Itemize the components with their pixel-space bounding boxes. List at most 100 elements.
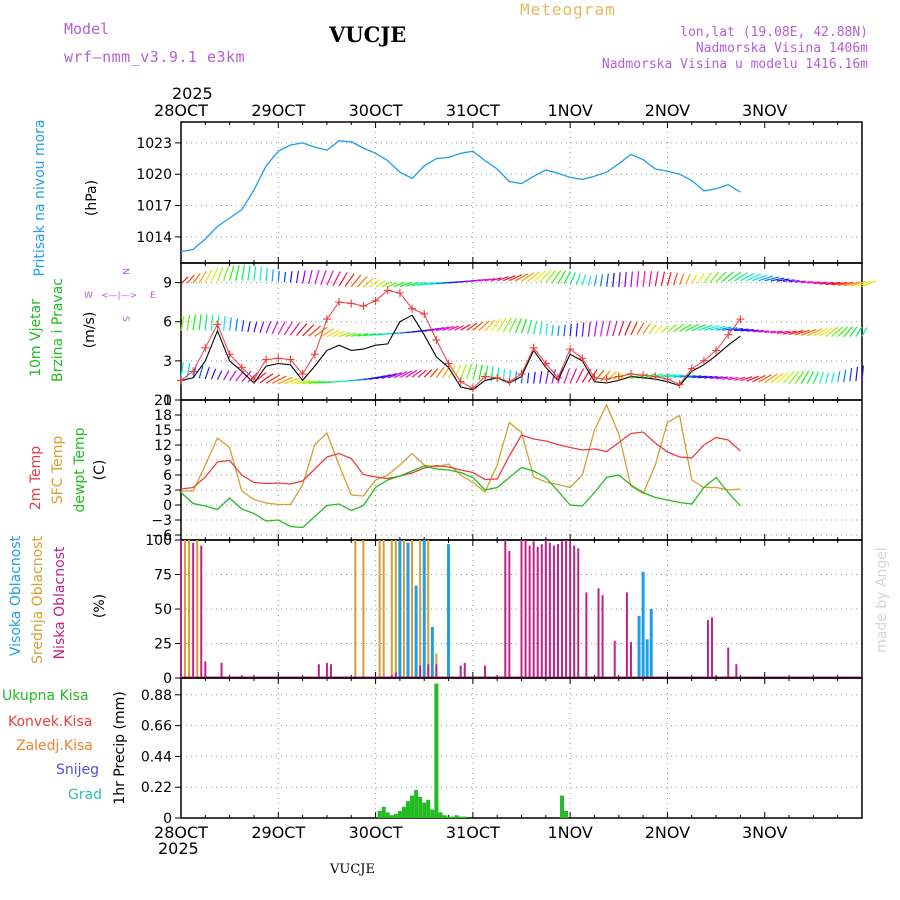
cloud-low-bar xyxy=(573,545,576,678)
wind-vector xyxy=(411,369,422,378)
wind-gust-marker xyxy=(505,377,514,386)
cloud-high-bar xyxy=(422,540,426,678)
wind-vector xyxy=(241,265,246,281)
cloud-low-bar xyxy=(532,541,535,678)
wind-vector xyxy=(599,274,604,287)
wind-gust-marker xyxy=(249,375,258,384)
date-label-top: 31OCT xyxy=(446,101,500,120)
precip-ytick-label: 0 xyxy=(163,811,172,827)
wind-vector xyxy=(496,318,507,332)
precip-bar xyxy=(401,806,406,818)
wind-vector xyxy=(277,270,280,282)
wind-vector xyxy=(283,321,294,336)
wind-vector xyxy=(545,323,549,336)
cloud-low-bar xyxy=(577,548,580,678)
wind-gust-marker xyxy=(335,298,344,307)
cloud-low-bar xyxy=(325,662,328,678)
wind-vector xyxy=(843,281,860,287)
date-label-bottom: 28OCT xyxy=(154,823,208,842)
precip-bar xyxy=(377,811,382,818)
wind-vector xyxy=(654,271,659,287)
precip-legend-zaledj: Zaledj.Kisa xyxy=(16,738,93,754)
temp-ytick-label: 21 xyxy=(154,393,172,409)
temp-ytick-label: 15 xyxy=(154,423,172,439)
wind-vector xyxy=(509,274,523,282)
cloud-mid-bar xyxy=(188,540,191,678)
wind-vector xyxy=(752,274,768,282)
station-title: VUCJE xyxy=(329,22,407,47)
wind-vector xyxy=(599,320,605,337)
wind-vector xyxy=(393,371,408,379)
wind-vector xyxy=(728,327,744,332)
wind-vector xyxy=(247,371,260,383)
wind-gust-marker xyxy=(481,372,490,381)
wind-vector xyxy=(405,281,420,287)
wind-vector xyxy=(186,315,191,331)
wind-vector xyxy=(764,330,776,334)
wind-vector xyxy=(606,273,609,287)
wind-vector xyxy=(247,321,251,333)
cloud-low-bar xyxy=(711,617,714,678)
wind-vector xyxy=(855,280,871,288)
wind-gust-marker xyxy=(626,369,635,378)
wind-vector xyxy=(180,315,185,331)
wind-vector xyxy=(758,330,769,333)
wind-gust-marker xyxy=(651,372,660,381)
wind-gust-marker xyxy=(639,371,648,380)
cloud-low-bar xyxy=(528,545,531,678)
wind-vector xyxy=(630,321,638,336)
pressure-unit: (hPa) xyxy=(84,180,100,216)
wind-vector xyxy=(466,363,473,380)
wind-vector xyxy=(387,281,398,288)
precip-bar xyxy=(560,795,565,818)
wind-vector xyxy=(442,325,455,332)
wind-vector xyxy=(508,317,517,333)
wind-vector xyxy=(740,272,755,282)
wind-vector xyxy=(216,266,224,282)
wind-vector xyxy=(277,321,286,335)
wind-vector xyxy=(423,369,433,378)
wind-vector xyxy=(411,281,427,287)
precip-bar xyxy=(442,815,447,818)
wind-vector xyxy=(289,322,301,336)
compass-w: W xyxy=(84,291,93,301)
wind-vector xyxy=(417,369,427,378)
wind-vector xyxy=(837,281,854,287)
cloud-mid-label: Srednja Oblacnost xyxy=(30,536,46,664)
wind-vector xyxy=(381,373,397,379)
precip-ytick-label: 0.88 xyxy=(141,688,172,704)
cloud-low-bar xyxy=(192,542,195,678)
wind-vector xyxy=(478,320,490,332)
cloud-low-label: Niska Oblacnost xyxy=(52,546,68,659)
cloud-high-bar xyxy=(637,615,641,678)
wind-vector xyxy=(636,322,645,335)
wind-vector xyxy=(660,324,670,333)
wind-vector xyxy=(715,326,732,331)
wind-vector xyxy=(746,329,759,332)
wind-gust-marker xyxy=(310,350,319,359)
precip-bar xyxy=(381,806,386,818)
wind-vector xyxy=(813,327,828,337)
temp-ytick-label: −3 xyxy=(151,513,172,529)
wind-vector xyxy=(222,316,226,331)
cloud-low-bar xyxy=(569,542,572,678)
wind-vector xyxy=(575,368,585,384)
wind-vector xyxy=(569,272,576,285)
date-label-top: 29OCT xyxy=(251,101,305,120)
wind-vector xyxy=(813,281,827,285)
wind-vector xyxy=(265,321,272,334)
cloud-low-bar xyxy=(552,545,555,678)
temp-ytick-label: −6 xyxy=(151,528,172,544)
wind-vector xyxy=(703,272,712,284)
wind-vector xyxy=(788,279,800,283)
wind-gust-marker xyxy=(432,335,441,344)
wind-vector xyxy=(435,366,445,378)
wind-vector xyxy=(837,326,849,338)
wind-vector xyxy=(709,376,724,380)
wind-ytick-label: 0 xyxy=(163,393,172,409)
wind-vector xyxy=(265,374,281,384)
wind-vector xyxy=(198,270,207,283)
cloud-low-bar xyxy=(544,540,547,678)
wind-vector xyxy=(764,276,779,282)
